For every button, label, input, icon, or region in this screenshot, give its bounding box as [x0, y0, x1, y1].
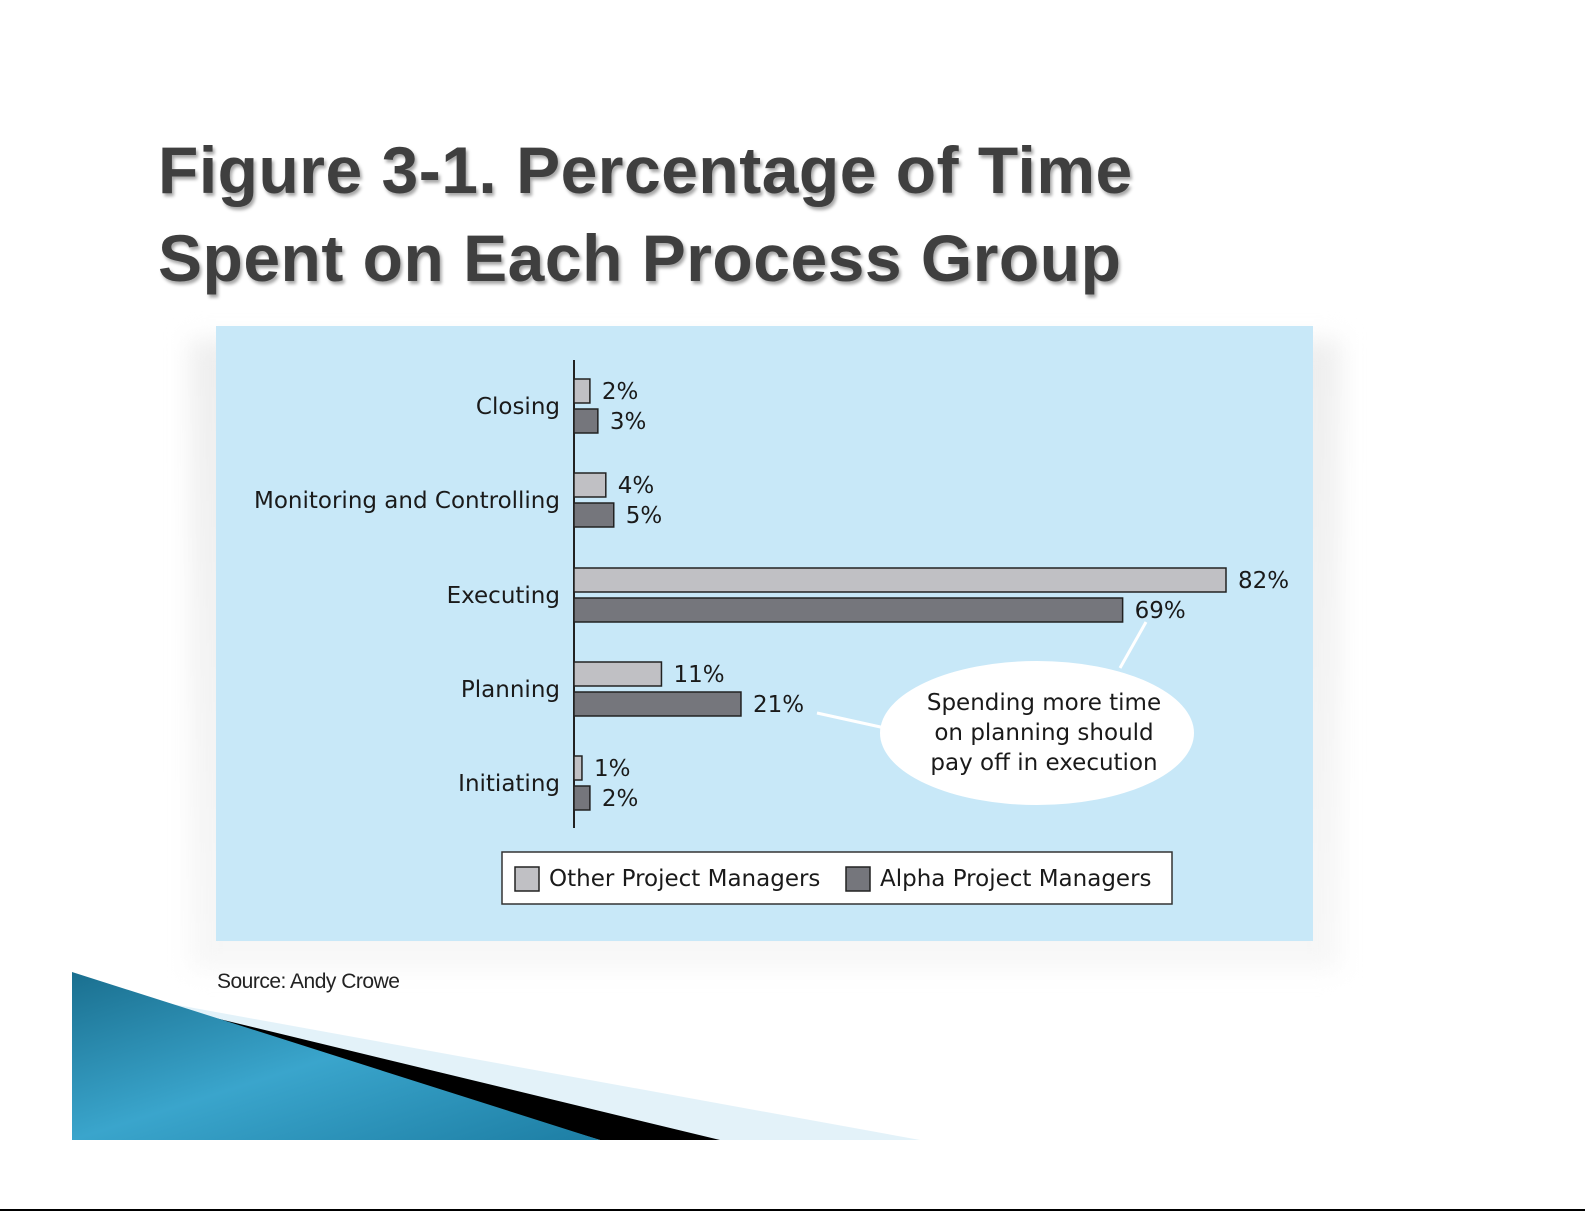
data-label: 21% — [753, 692, 804, 718]
category-label: Planning — [461, 677, 560, 703]
data-label: 4% — [618, 473, 655, 499]
legend-label: Alpha Project Managers — [880, 866, 1152, 892]
callout-text: on planning should — [934, 720, 1153, 746]
category-label: Monitoring and Controlling — [254, 488, 560, 514]
bottom-rule — [0, 1209, 1585, 1211]
callout-pointer — [1118, 621, 1148, 669]
bar-other — [573, 661, 663, 687]
legend-swatch — [845, 866, 871, 892]
callout-bubble — [880, 661, 1194, 805]
page-title: Figure 3-1. Percentage of Time Spent on … — [158, 126, 1133, 302]
data-label: 2% — [602, 786, 639, 812]
bar-alpha — [573, 691, 742, 717]
source-caption: Source: Andy Crowe — [217, 970, 400, 993]
bar-alpha — [573, 785, 591, 811]
bar-alpha — [573, 597, 1124, 623]
data-label: 82% — [1238, 568, 1289, 594]
data-label: 69% — [1135, 598, 1186, 624]
callout-pointer — [816, 711, 886, 730]
title-line-2: Spent on Each Process Group — [158, 221, 1122, 295]
title-line-1: Figure 3-1. Percentage of Time — [158, 133, 1133, 207]
category-label: Closing — [476, 394, 560, 420]
legend-swatch — [514, 866, 540, 892]
legend-label: Other Project Managers — [549, 866, 820, 892]
category-label: Initiating — [458, 771, 560, 797]
callout-text: pay off in execution — [930, 750, 1157, 776]
bar-alpha — [573, 408, 599, 434]
data-label: 11% — [673, 662, 724, 688]
data-label: 3% — [610, 409, 647, 435]
bar-other — [573, 755, 583, 781]
chart-background — [216, 326, 1313, 941]
bar-other — [573, 378, 591, 404]
bar-other — [573, 472, 607, 498]
category-label: Executing — [447, 583, 560, 609]
data-label: 2% — [602, 379, 639, 405]
data-label: 5% — [626, 503, 663, 529]
bar-alpha — [573, 502, 615, 528]
bar-other — [573, 567, 1227, 593]
callout-text: Spending more time — [927, 690, 1161, 716]
data-label: 1% — [594, 756, 631, 782]
legend — [501, 851, 1173, 905]
